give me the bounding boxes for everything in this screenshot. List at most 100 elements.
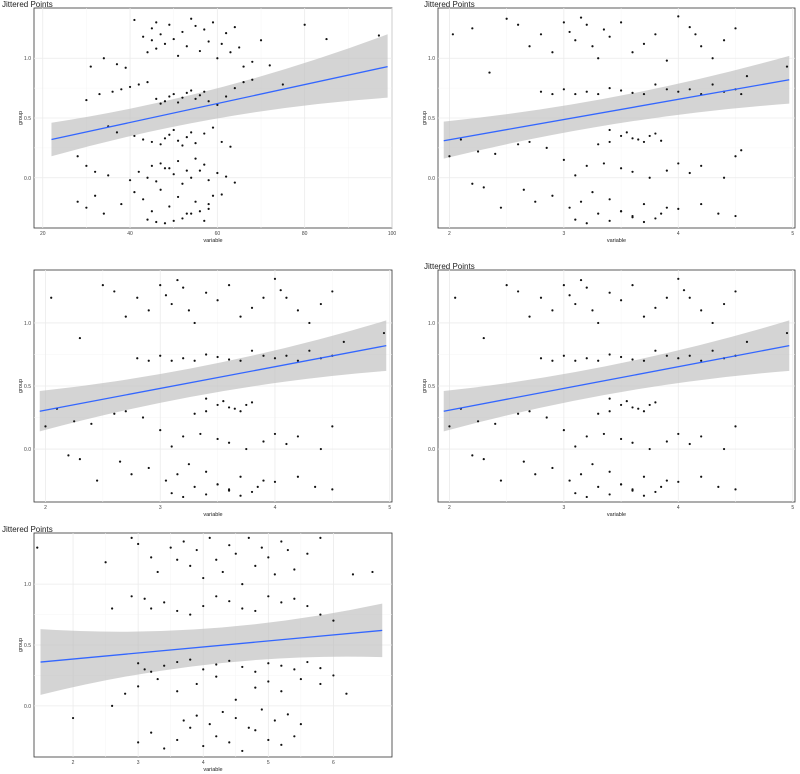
data-point (245, 447, 248, 451)
data-point (216, 355, 219, 359)
data-point (205, 353, 208, 356)
data-point (619, 21, 623, 24)
data-point (163, 42, 167, 45)
data-point (591, 45, 594, 48)
data-point (534, 200, 537, 203)
data-point (150, 210, 153, 213)
data-point (677, 162, 680, 165)
data-point (111, 704, 114, 707)
data-point (665, 354, 668, 357)
data-point (172, 219, 175, 222)
data-point (215, 675, 218, 678)
data-point (44, 425, 47, 428)
data-point (734, 214, 737, 218)
data-point (50, 296, 53, 299)
data-point (172, 173, 175, 176)
data-point (619, 403, 623, 407)
data-point (654, 132, 657, 135)
data-point (682, 289, 686, 292)
data-point (199, 432, 202, 436)
data-point (170, 359, 173, 362)
x-axis-title: variable (607, 512, 626, 518)
data-point (73, 420, 76, 423)
data-point (159, 429, 162, 432)
data-point (181, 30, 184, 34)
data-point (677, 480, 680, 483)
x-tick-label: 5 (267, 760, 270, 766)
data-point (211, 126, 215, 129)
data-point (648, 176, 651, 179)
data-point (137, 542, 140, 546)
data-point (120, 88, 123, 91)
data-point (205, 493, 208, 496)
data-point (574, 445, 577, 448)
data-point (482, 336, 485, 340)
data-point (319, 613, 322, 616)
data-point (602, 432, 606, 436)
data-point (250, 349, 254, 352)
data-point (98, 92, 101, 96)
data-point (597, 359, 600, 362)
data-point (113, 290, 116, 293)
data-point (654, 83, 657, 86)
data-point (185, 169, 188, 172)
chart-panel-2: Jittered Points 2 3 4 5 0.0 0.5 1.0 variable gro… (410, 0, 798, 244)
data-point (740, 92, 743, 96)
data-point (159, 188, 162, 191)
data-point (133, 18, 136, 22)
data-point (585, 222, 588, 225)
data-point (516, 143, 520, 146)
data-point (734, 425, 737, 428)
data-point (220, 140, 223, 144)
data-point (203, 219, 206, 222)
data-point (187, 309, 191, 312)
data-point (448, 425, 451, 428)
data-point (331, 425, 334, 428)
data-point (198, 49, 202, 53)
data-point (642, 202, 646, 206)
data-point (142, 35, 145, 38)
data-point (176, 54, 180, 57)
data-point (471, 454, 474, 457)
data-point (203, 90, 206, 93)
data-point (78, 336, 81, 340)
data-point (642, 315, 646, 318)
y-tick-label: 0.5 (24, 643, 31, 649)
data-point (654, 33, 657, 36)
data-point (146, 51, 149, 54)
data-point (163, 100, 167, 103)
data-point (471, 27, 474, 30)
data-point (534, 473, 537, 476)
data-point (159, 284, 162, 287)
data-point (241, 665, 244, 669)
data-point (176, 660, 179, 664)
data-point (250, 401, 254, 404)
data-point (193, 321, 196, 325)
data-point (142, 198, 145, 201)
data-point (190, 17, 193, 20)
data-point (228, 544, 231, 547)
data-point (233, 407, 236, 410)
regression-line (39, 345, 387, 412)
data-point (665, 479, 668, 482)
data-point (619, 355, 623, 359)
data-point (665, 296, 668, 299)
data-point (96, 479, 99, 482)
data-point (268, 64, 271, 67)
y-tick-label: 1.0 (24, 321, 31, 327)
data-point (280, 664, 283, 667)
data-point (280, 540, 283, 543)
data-point (625, 400, 628, 403)
data-point (150, 140, 153, 144)
data-point (332, 674, 335, 677)
data-point (256, 485, 259, 488)
data-point (111, 90, 114, 93)
data-point (136, 296, 139, 299)
data-point (654, 217, 657, 220)
y-axis-title: group (18, 638, 24, 652)
data-point (694, 33, 697, 36)
data-point (637, 407, 640, 410)
data-point (193, 359, 196, 362)
chart-svg-2: 2 3 4 5 0.0 0.5 1.0 variable group (422, 7, 796, 244)
data-point (528, 45, 531, 48)
